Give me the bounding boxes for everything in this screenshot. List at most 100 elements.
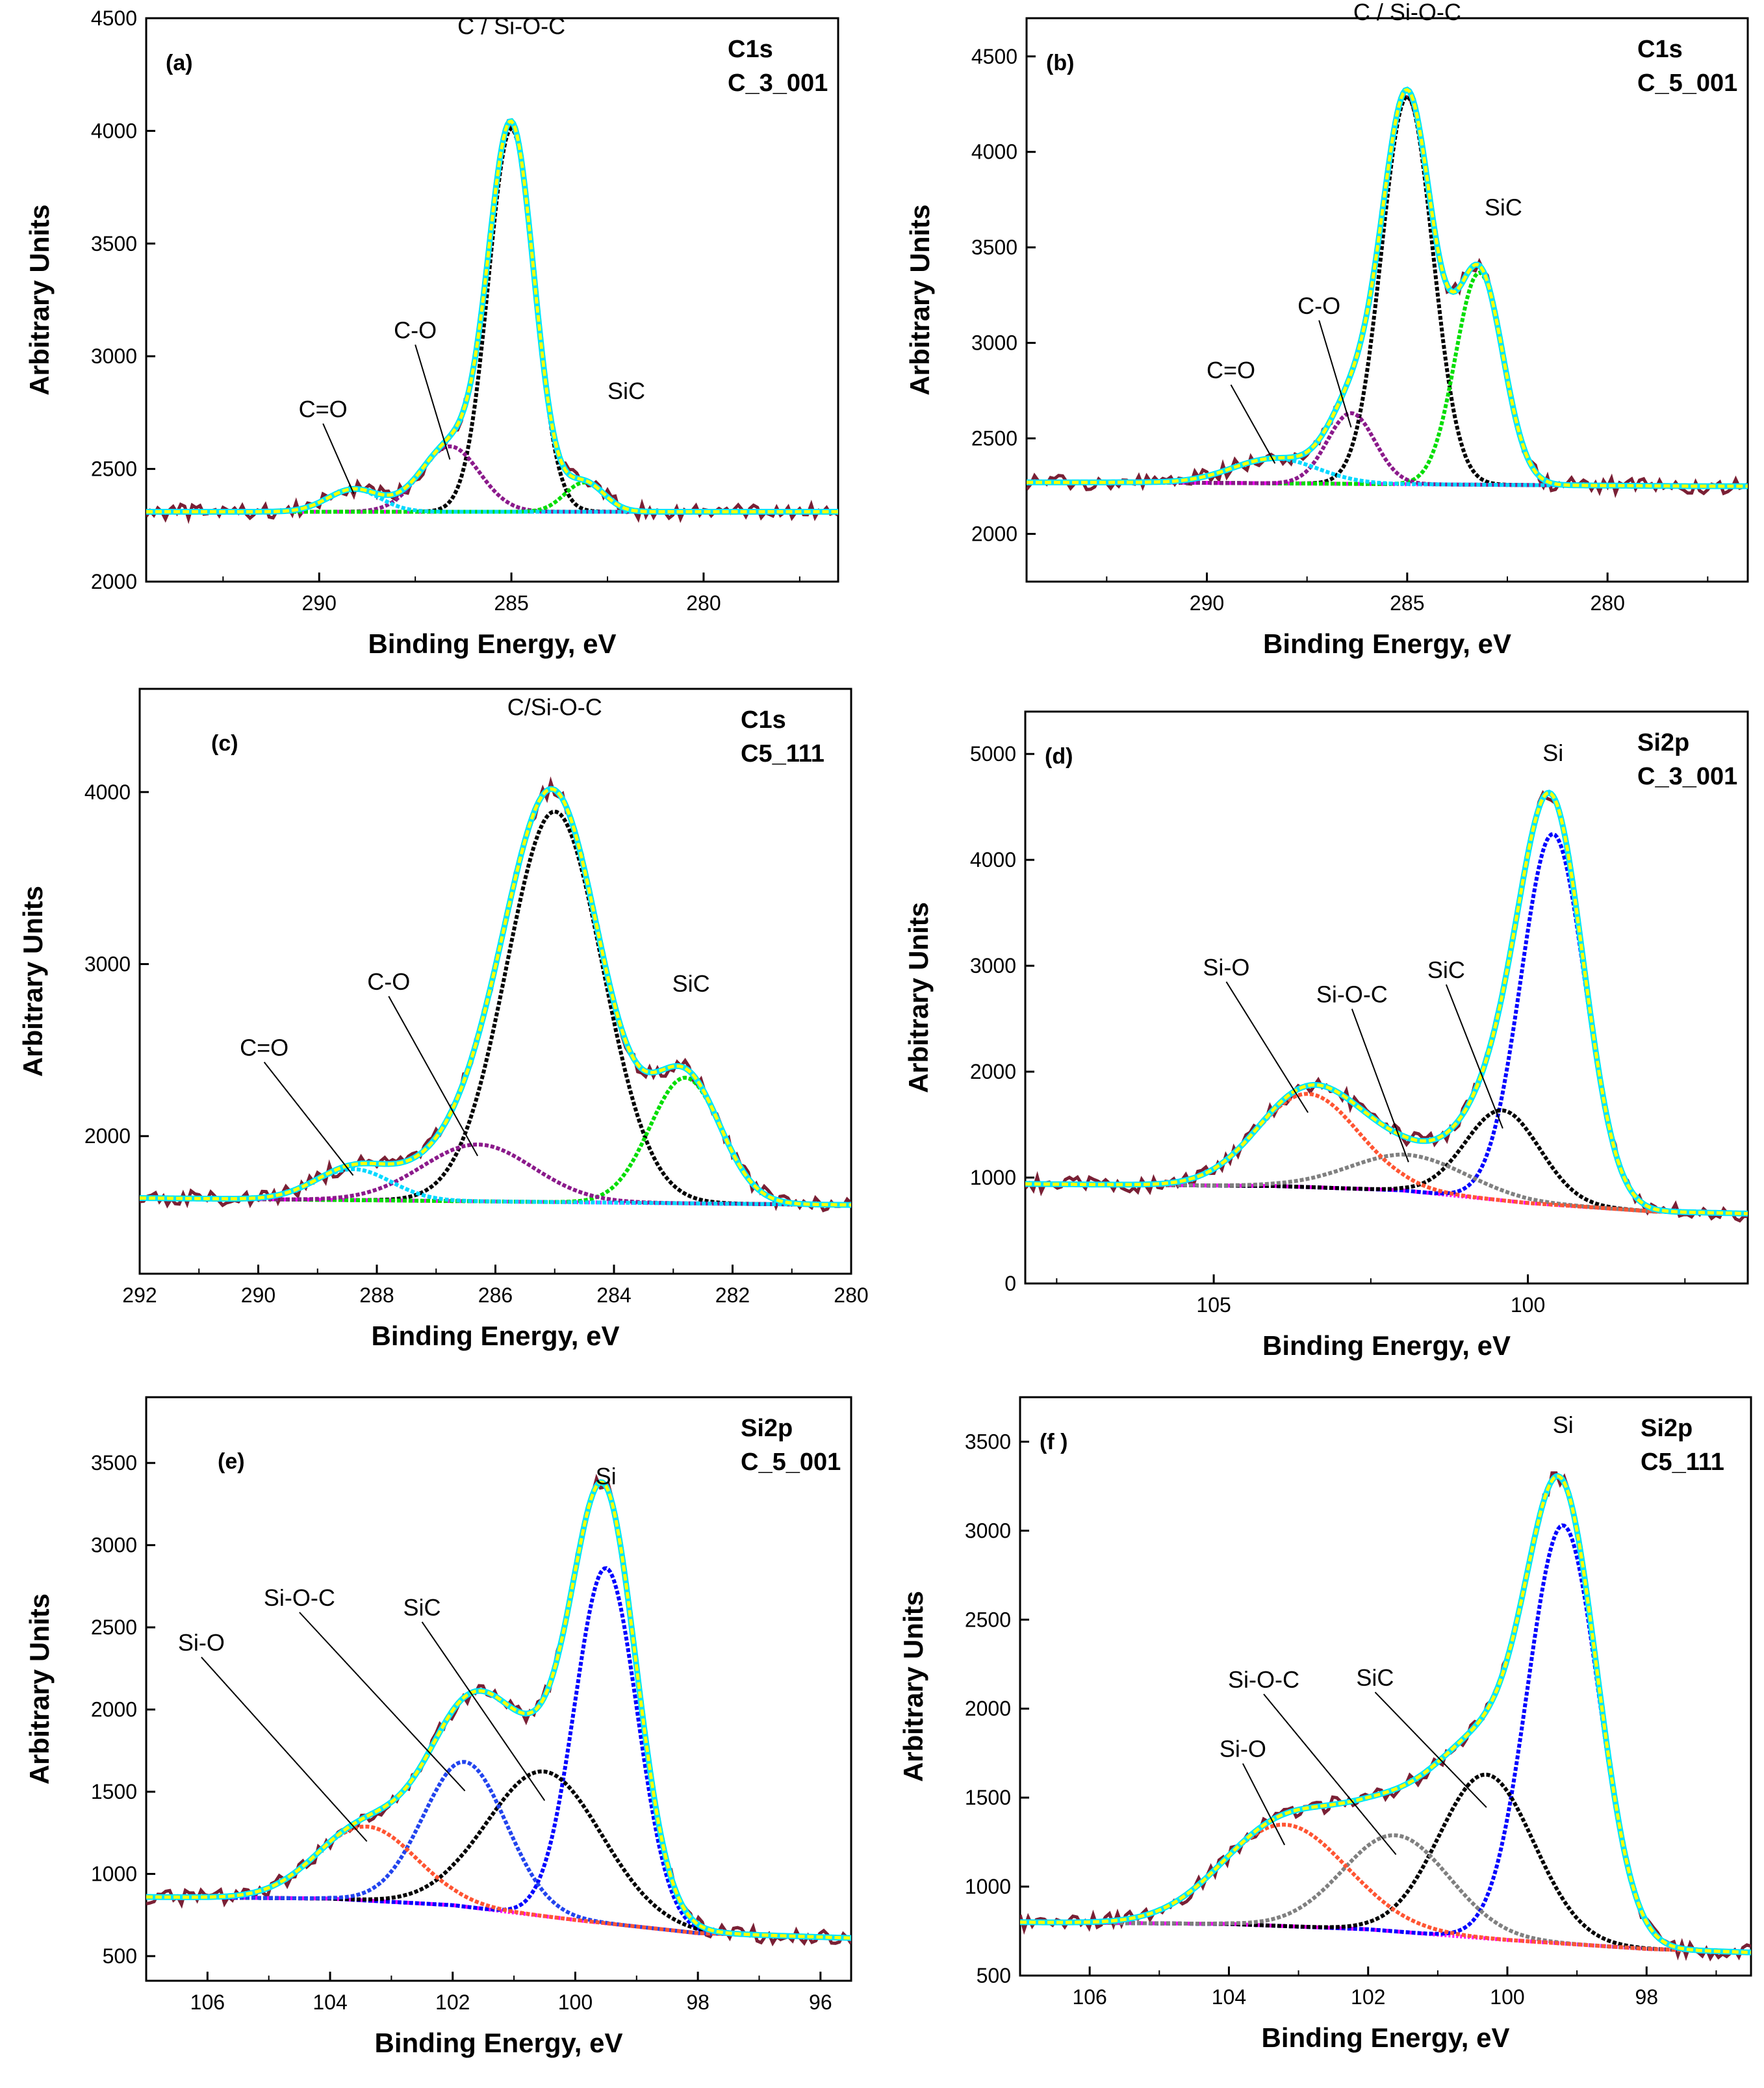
x-tick-label: 286 [478,1283,513,1307]
background-line [1020,1920,1751,1955]
x-tick-label: 280 [1590,591,1624,615]
y-axis-title: Arbitrary Units [24,204,55,395]
label-leader-line [1374,1692,1487,1808]
x-tick-label: 284 [596,1283,631,1307]
y-tick-label: 1500 [965,1786,1011,1809]
y-tick-label: 4000 [91,119,137,142]
x-tick-label: 290 [241,1283,275,1307]
x-axis-title: Binding Energy, eV [375,2028,623,2058]
plot-frame [1024,710,1749,1285]
component-peak-si [1020,1523,1751,1955]
y-tick-label: 2000 [971,522,1017,546]
sample-label: C_5_001 [1637,70,1737,97]
y-tick-label: 500 [103,1944,137,1968]
y-tick-label: 2500 [971,427,1017,450]
y-tick-label: 1500 [91,1780,137,1803]
y-tick-label: 4500 [91,6,137,30]
label-leader-line [1318,320,1352,428]
peak-label: Si-O-C [1316,981,1388,1007]
y-tick-label: 4000 [970,848,1016,871]
sample-label: C_3_001 [1637,763,1737,790]
label-leader-line [1351,1009,1409,1163]
label-leader-line [263,1061,354,1176]
spectrum-label: C1s [1637,36,1683,63]
panel-b: 290 285 280 2000 2500 3000 3500 4000 4500 Binding… [904,0,1749,659]
sample-label: C5_111 [1641,1449,1724,1476]
x-tick-label: 102 [435,1991,470,2014]
panel-tag: (a) [166,51,193,75]
x-tick-label: 98 [686,1991,709,2014]
y-tick-label: 4500 [971,45,1017,68]
peak-label: SiC [672,970,710,997]
raw-spectrum [140,776,851,1213]
x-axis-title: Binding Energy, eV [368,628,617,659]
plot-frame [1019,1396,1752,1977]
x-tick-label: 98 [1635,1985,1658,2009]
x-tick-label: 285 [494,591,528,615]
component-peak-sic [1027,270,1748,489]
fit-envelope-outline [140,786,851,1208]
peak-label: Si-O-C [1228,1666,1299,1693]
plot-frame [1025,17,1749,583]
y-tick-label: 2000 [965,1697,1011,1720]
peak-label: Si-O-C [264,1584,335,1611]
y-tick-label: 3000 [965,1519,1011,1542]
y-tick-label: 4000 [971,140,1017,164]
plot-frame [145,17,839,583]
peak-label: SiC [1356,1664,1394,1691]
panel-a: 290 285 280 2000 2500 3000 3500 4000 4500 Binding… [24,6,839,659]
label-leader-line [1225,981,1309,1113]
y-tick-label: 3000 [971,331,1017,355]
panel-tag: (b) [1046,51,1074,75]
component-peak-c-si-o-c [140,809,851,1207]
y-tick-label: 1000 [965,1875,1011,1898]
y-axis-title: Arbitrary Units [24,1593,55,1785]
y-tick-label: 3500 [91,1451,137,1475]
raw-spectrum [1020,1471,1751,1962]
peak-label: C-O [1297,292,1340,319]
peak-label: SiC [607,378,645,404]
component-peak-c-o [146,444,838,514]
y-tick-label: 0 [1004,1272,1016,1295]
x-tick-label: 102 [1351,1985,1385,2009]
panel-c: 292 290 288 286 284 282 280 2000 3000 4000 Binding… [18,688,869,1351]
x-tick-label: 100 [1490,1985,1524,2009]
x-tick-label: 290 [1190,591,1224,615]
spectrum-label: Si2p [1641,1415,1693,1442]
x-tick-label: 290 [302,591,337,615]
y-tick-label: 3000 [84,953,131,976]
y-axis-title: Arbitrary Units [904,204,935,395]
plot-area [146,118,838,524]
y-axis-title: Arbitrary Units [898,1591,928,1782]
peak-label: SiC [403,1594,441,1621]
component-peak-si-o [1020,1822,1751,1955]
fit-envelope [146,119,838,513]
peak-label: C / Si-O-C [1353,0,1461,25]
fit-envelope [140,787,851,1207]
x-tick-label: 106 [190,1991,225,2014]
plot-area [1025,790,1748,1223]
component-peak-c-si-o-c [1027,94,1748,489]
x-axis-title: Binding Energy, eV [1262,1330,1511,1361]
peak-label: C / Si-O-C [457,12,565,39]
peak-label: Si-O [178,1629,225,1656]
x-tick-label: 96 [809,1991,832,2014]
component-peak-si-o-c [1020,1833,1751,1955]
x-tick-label: 280 [834,1283,868,1307]
component-peak-sic [146,1769,851,1940]
label-leader-line [1230,384,1276,464]
peak-label: C=O [240,1034,288,1061]
y-tick-label: 2000 [84,1124,131,1148]
plot-frame [138,688,852,1275]
peak-label: Si [596,1463,617,1489]
panel-tag: (d) [1045,744,1073,769]
y-tick-label: 2500 [91,458,137,481]
peak-label: C=O [299,396,348,422]
fit-envelope-outline [1027,86,1748,489]
peak-label: C-O [367,968,410,995]
peak-label: C=O [1207,357,1255,383]
x-tick-label: 105 [1196,1293,1231,1317]
x-tick-label: 100 [558,1991,593,2014]
